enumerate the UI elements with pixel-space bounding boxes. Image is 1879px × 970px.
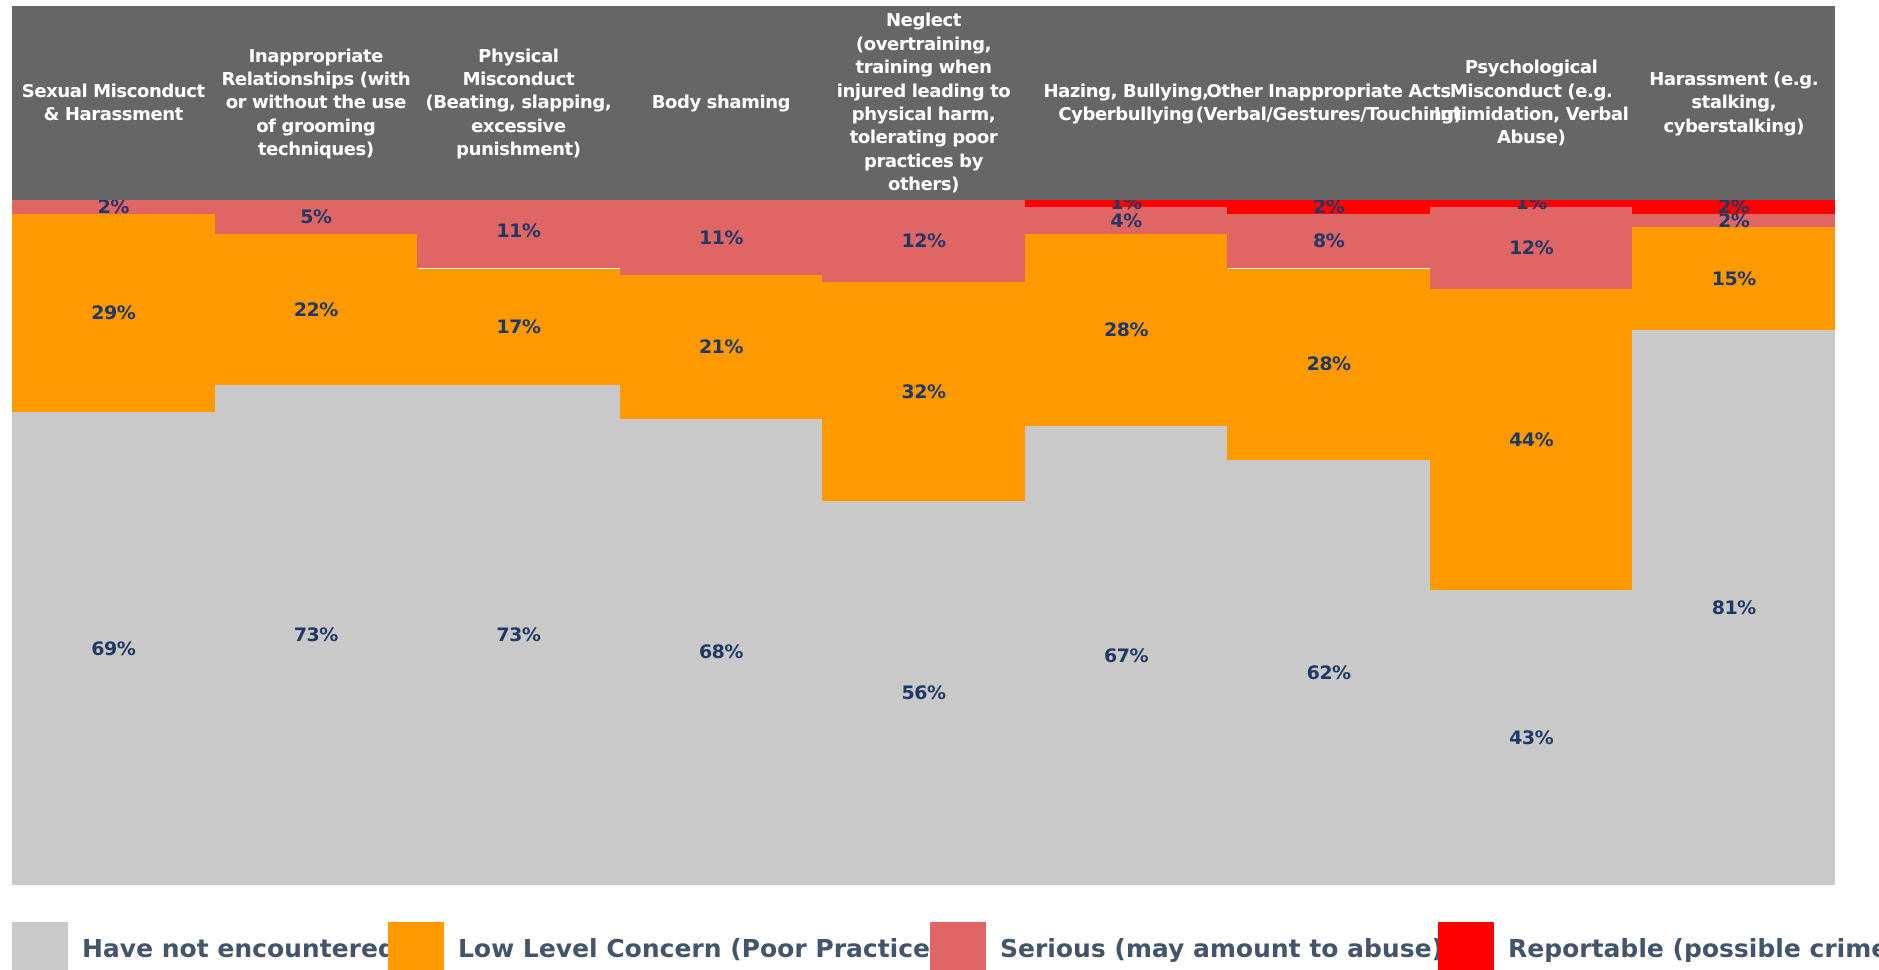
bar-segment [12, 213, 216, 413]
data-label: 11% [698, 226, 743, 249]
data-label: 43% [1509, 726, 1554, 749]
legend-swatch [388, 922, 444, 970]
data-label: 32% [901, 380, 946, 403]
legend-label: Reportable (possible crimes) [1508, 933, 1879, 963]
category-label: Other Inappropriate Acts (Verbal/Gesture… [1195, 80, 1462, 125]
category-label: Physical Misconduct (Beating, slapping, … [425, 45, 612, 161]
bar-segment [1227, 268, 1431, 461]
data-label: 29% [91, 302, 136, 325]
bar-segment [1632, 330, 1836, 885]
data-label: 73% [293, 623, 338, 646]
data-label: 69% [91, 637, 136, 660]
data-label: 68% [698, 641, 743, 664]
bar-segment [417, 268, 621, 385]
data-label: 2% [1312, 195, 1345, 218]
bar-segment [1024, 206, 1228, 235]
bar-segment [822, 501, 1026, 885]
bar-segment [1024, 234, 1228, 427]
data-label: 4% [1110, 209, 1142, 232]
bar-segment [417, 193, 621, 269]
bar-segment [12, 200, 216, 214]
bar-segment [1632, 200, 1836, 214]
data-label: 22% [293, 298, 338, 321]
legend-label: Low Level Concern (Poor Practice) [458, 933, 942, 963]
category-label: Body shaming [651, 92, 791, 114]
category-label: Inappropriate Relationships (with or wit… [221, 45, 411, 161]
data-label: 56% [901, 682, 946, 705]
bar-segment [1429, 200, 1633, 207]
bar-segment [1429, 206, 1633, 290]
bar-segment [214, 200, 418, 235]
legend-label: Serious (may amount to abuse) [1000, 933, 1443, 963]
bar-segment [214, 234, 418, 385]
bar-segment [214, 384, 418, 885]
data-label: 15% [1711, 267, 1756, 290]
legend-item: Have not encountered [12, 922, 396, 970]
bar-segment [1227, 213, 1431, 269]
bar-segment [1632, 227, 1836, 331]
bar-segment [1024, 200, 1228, 207]
data-label: 5% [300, 206, 332, 229]
legend-swatch [930, 922, 986, 970]
bar-segment [1632, 213, 1836, 228]
legend-item: Low Level Concern (Poor Practice) [388, 922, 941, 970]
bar-segment [417, 384, 621, 885]
data-label: 62% [1306, 661, 1351, 684]
bar-segment [1429, 289, 1633, 591]
bar-segment [619, 200, 823, 276]
data-label: 12% [1509, 236, 1554, 259]
data-label: 44% [1509, 428, 1554, 451]
data-label: 73% [496, 623, 541, 646]
data-label: 81% [1711, 596, 1756, 619]
data-label: 2% [97, 195, 130, 218]
data-label: 21% [698, 336, 743, 359]
bar-segment [822, 282, 1026, 502]
bar-segment [12, 412, 216, 885]
legend-item: Reportable (possible crimes) [1438, 922, 1879, 970]
legend-label: Have not encountered [82, 933, 396, 963]
legend-swatch [12, 922, 68, 970]
bar-segment [822, 200, 1026, 283]
data-label: 28% [1104, 319, 1149, 342]
bar-segment [1429, 590, 1633, 885]
bar-segment [619, 419, 823, 885]
data-label: 12% [901, 230, 946, 253]
category-label: Neglect (overtraining, training when inj… [836, 10, 1011, 196]
data-label: 11% [496, 219, 541, 242]
legend-item: Serious (may amount to abuse) [930, 922, 1443, 970]
category-label: Hazing, Bullying, Cyberbullying [1043, 80, 1209, 125]
data-label: 8% [1312, 230, 1345, 253]
bar-segment [1227, 460, 1431, 885]
legend-swatch [1438, 922, 1494, 970]
category-label: Sexual Misconduct & Harassment [21, 80, 205, 125]
category-label: Harassment (e.g. stalking, cyberstalking… [1649, 68, 1819, 137]
category-label: Psychological Misconduct (e.g. Intimidat… [1433, 57, 1629, 149]
header-band [12, 6, 1835, 200]
data-label: 2% [1718, 195, 1750, 218]
bar-segment [1024, 426, 1228, 885]
bar-segment [619, 275, 823, 420]
data-label: 2% [1718, 209, 1750, 232]
data-label: 17% [496, 315, 541, 338]
data-label: 28% [1306, 353, 1351, 376]
data-label: 67% [1104, 644, 1149, 667]
bar-segment [1227, 200, 1431, 214]
